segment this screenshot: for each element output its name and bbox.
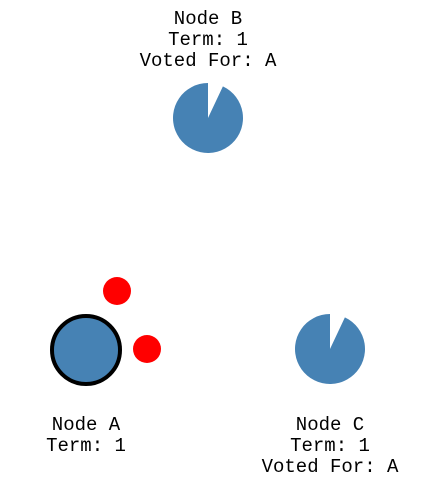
message-a-to-c: [133, 335, 161, 363]
node-a-label: Node A Term: 1: [46, 415, 126, 457]
node-a-term: Term: 1: [46, 435, 126, 457]
node-c-label: Node C Term: 1 Voted For: A: [262, 415, 399, 478]
node-c-name: Node C: [295, 414, 365, 436]
node-b-label: Node B Term: 1 Voted For: A: [140, 9, 277, 72]
node-a-name: Node A: [51, 414, 121, 436]
node-c-circle: [295, 314, 365, 385]
node-b-circle: [173, 83, 243, 153]
node-a-circle: [50, 314, 122, 386]
message-a-to-b: [103, 277, 131, 305]
node-b[interactable]: [173, 83, 243, 153]
node-c-term: Term: 1: [290, 435, 370, 457]
node-a[interactable]: [50, 314, 122, 386]
node-b-term: Term: 1: [168, 29, 248, 51]
node-b-voted-for: Voted For: A: [139, 50, 277, 72]
node-c[interactable]: [295, 314, 365, 385]
node-c-voted-for: Voted For: A: [261, 456, 399, 478]
node-b-name: Node B: [173, 8, 243, 30]
